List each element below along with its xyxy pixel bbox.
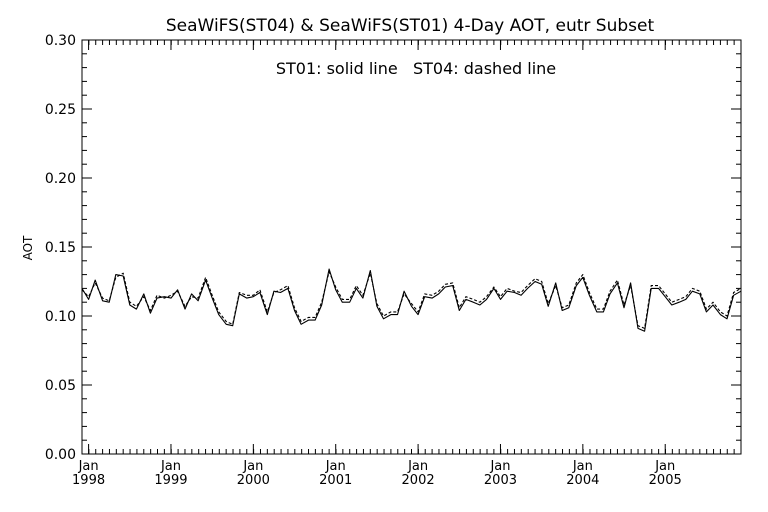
axes: 0.000.050.100.150.200.250.30Jan1998Jan19…: [45, 33, 742, 488]
series-line-st04: [81, 271, 742, 329]
x-tick-month: Jan: [160, 459, 181, 474]
x-tick-month: Jan: [78, 459, 99, 474]
plot-frame: [81, 39, 742, 455]
series-line-st01: [81, 268, 742, 332]
y-tick-label: 0.30: [45, 33, 76, 49]
y-tick-label: 0.00: [45, 447, 76, 463]
x-tick-year: 2003: [484, 473, 517, 488]
y-tick-label: 0.10: [45, 309, 76, 325]
x-tick-year: 2005: [649, 473, 682, 488]
y-axis-label: AOT: [21, 235, 35, 260]
x-tick-year: 2002: [402, 473, 435, 488]
x-tick-year: 2001: [319, 473, 352, 488]
x-tick-year: 1999: [154, 473, 187, 488]
x-tick-month: Jan: [654, 459, 675, 474]
series-lines: [81, 268, 742, 332]
chart-title: SeaWiFS(ST04) & SeaWiFS(ST01) 4-Day AOT,…: [166, 16, 655, 36]
x-tick-month: Jan: [407, 459, 428, 474]
x-tick-year: 2004: [566, 473, 599, 488]
y-tick-label: 0.15: [45, 240, 76, 256]
x-tick-year: 1998: [72, 473, 105, 488]
x-tick-month: Jan: [572, 459, 593, 474]
x-tick-month: Jan: [489, 459, 510, 474]
x-tick-month: Jan: [242, 459, 263, 474]
y-tick-label: 0.20: [45, 171, 76, 187]
x-tick-year: 2000: [237, 473, 270, 488]
y-tick-label: 0.25: [45, 102, 76, 118]
x-tick-month: Jan: [325, 459, 346, 474]
chart-annotation: ST01: solid line ST04: dashed line: [276, 59, 556, 78]
y-tick-label: 0.05: [45, 378, 76, 394]
